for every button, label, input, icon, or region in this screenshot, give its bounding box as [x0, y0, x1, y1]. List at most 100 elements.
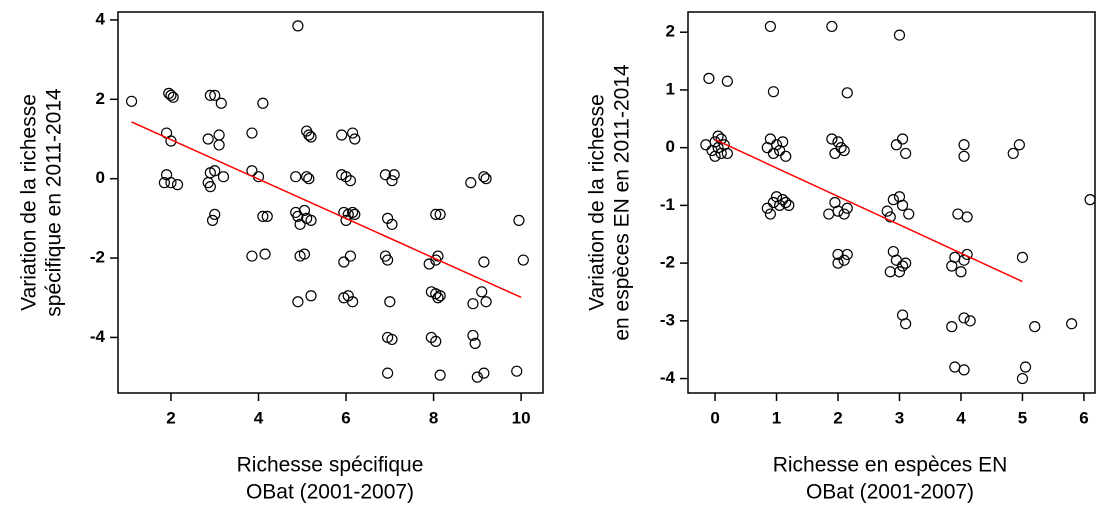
point	[838, 144, 850, 157]
point	[349, 208, 361, 221]
point	[261, 210, 273, 222]
point	[955, 266, 967, 278]
point	[767, 86, 780, 98]
y-axis-title: Variation de la richesse	[18, 94, 41, 311]
point	[832, 248, 844, 261]
x-axis-title: Richesse spécifique	[237, 454, 424, 477]
point	[167, 91, 179, 103]
x-tick-label: 3	[895, 408, 904, 427]
point	[158, 177, 170, 189]
point	[294, 218, 306, 230]
point	[958, 139, 970, 151]
point	[246, 250, 258, 262]
point	[958, 150, 970, 162]
point	[430, 208, 442, 221]
point	[480, 173, 492, 185]
point	[478, 171, 490, 183]
point	[767, 147, 780, 160]
x-tick-label: 2	[833, 408, 842, 427]
point	[305, 131, 317, 143]
point	[835, 142, 847, 154]
point	[213, 129, 225, 141]
y-tick-label: 4	[96, 9, 106, 28]
point	[764, 20, 776, 33]
point	[783, 199, 795, 211]
point	[384, 296, 396, 308]
point	[900, 318, 912, 330]
point	[887, 194, 899, 206]
point	[952, 208, 964, 220]
point	[292, 20, 304, 32]
point	[386, 333, 398, 346]
regression-line	[714, 138, 1023, 283]
x-tick-label: 4	[254, 408, 264, 427]
point	[257, 210, 269, 222]
point	[480, 296, 492, 308]
point	[434, 369, 446, 381]
y-axis-title: Variation de la richesse	[586, 94, 609, 311]
point	[471, 371, 483, 383]
point	[841, 202, 853, 214]
point	[900, 257, 912, 269]
point	[896, 133, 909, 145]
point	[338, 256, 350, 268]
x-tick-label: 6	[1079, 408, 1088, 427]
point	[513, 214, 525, 226]
point	[386, 218, 398, 230]
point	[761, 202, 773, 214]
point	[964, 315, 976, 327]
point	[958, 364, 970, 376]
point	[721, 147, 733, 160]
point	[890, 139, 903, 151]
point	[896, 199, 909, 211]
x-tick-label: 1	[772, 408, 781, 427]
point	[1007, 147, 1019, 160]
point	[829, 147, 841, 160]
point	[347, 127, 359, 139]
y-tick-label: 0	[96, 168, 105, 187]
point	[298, 204, 311, 217]
point	[1084, 194, 1096, 206]
point	[832, 257, 844, 269]
point	[706, 144, 718, 157]
point	[700, 139, 712, 151]
point	[292, 210, 304, 222]
point	[469, 337, 481, 349]
point	[432, 292, 444, 304]
point	[171, 179, 184, 191]
point	[298, 248, 311, 260]
x-tick-label: 8	[429, 408, 438, 427]
point	[949, 361, 961, 373]
point	[246, 127, 258, 139]
point	[386, 175, 398, 187]
point	[896, 260, 909, 272]
point	[301, 171, 313, 183]
point	[478, 256, 490, 268]
point	[336, 129, 348, 141]
y-axis-title: en espèces EN en 2011-2014	[611, 64, 634, 341]
point	[1016, 251, 1029, 263]
point	[893, 29, 906, 41]
point	[347, 206, 359, 219]
point	[838, 208, 850, 220]
point	[841, 248, 853, 261]
point	[884, 266, 896, 278]
point	[826, 133, 838, 145]
point	[305, 290, 317, 302]
y-tick-label: -4	[90, 327, 106, 346]
x-tick-label: 5	[1018, 408, 1027, 427]
point	[774, 199, 786, 211]
point	[303, 173, 315, 185]
point	[165, 89, 177, 101]
point	[826, 20, 838, 33]
point	[434, 290, 446, 302]
point	[349, 133, 361, 145]
point	[884, 211, 896, 223]
x-tick-label: 10	[512, 408, 531, 427]
point	[777, 194, 789, 206]
point	[823, 208, 835, 220]
point	[712, 130, 724, 142]
point	[388, 169, 400, 181]
point	[259, 248, 271, 260]
point	[217, 171, 230, 183]
